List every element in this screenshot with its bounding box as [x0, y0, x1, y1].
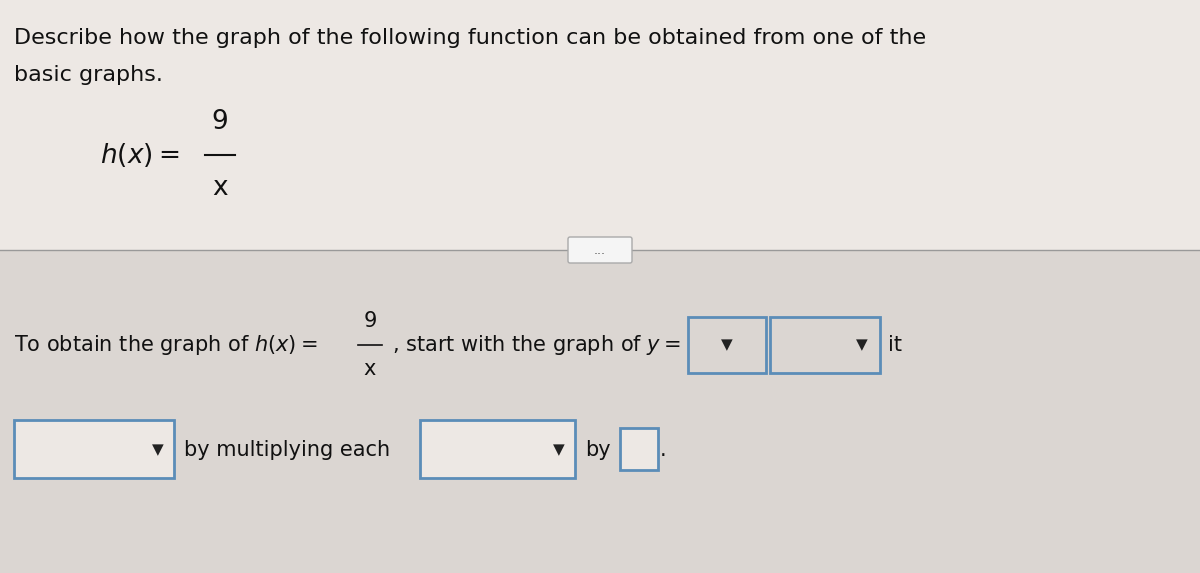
Text: ▼: ▼: [152, 442, 164, 457]
Text: To obtain the graph of $h(x) =$: To obtain the graph of $h(x) =$: [14, 333, 318, 357]
Text: by: by: [586, 440, 611, 460]
Text: Describe how the graph of the following function can be obtained from one of the: Describe how the graph of the following …: [14, 28, 926, 48]
Text: ▼: ▼: [721, 337, 733, 352]
Text: .: .: [660, 440, 667, 460]
Bar: [420, 420, 575, 478]
Bar: [620, 428, 658, 470]
Text: ▼: ▼: [856, 337, 868, 352]
FancyBboxPatch shape: [568, 237, 632, 263]
Text: x: x: [364, 359, 376, 379]
Bar: [0, 0, 1200, 250]
Bar: [770, 317, 880, 373]
Text: x: x: [212, 175, 228, 201]
Text: ▼: ▼: [553, 442, 565, 457]
Text: $h(x) =$: $h(x) =$: [100, 141, 179, 169]
Text: 9: 9: [211, 109, 228, 135]
Bar: [688, 317, 766, 373]
Text: ...: ...: [594, 244, 606, 257]
Text: , start with the graph of $y =$: , start with the graph of $y =$: [392, 333, 680, 357]
Bar: [14, 420, 174, 478]
Text: it: it: [888, 335, 902, 355]
Text: 9: 9: [364, 311, 377, 331]
Text: basic graphs.: basic graphs.: [14, 65, 163, 85]
Bar: [0, 250, 1200, 573]
Text: by multiplying each: by multiplying each: [184, 440, 390, 460]
